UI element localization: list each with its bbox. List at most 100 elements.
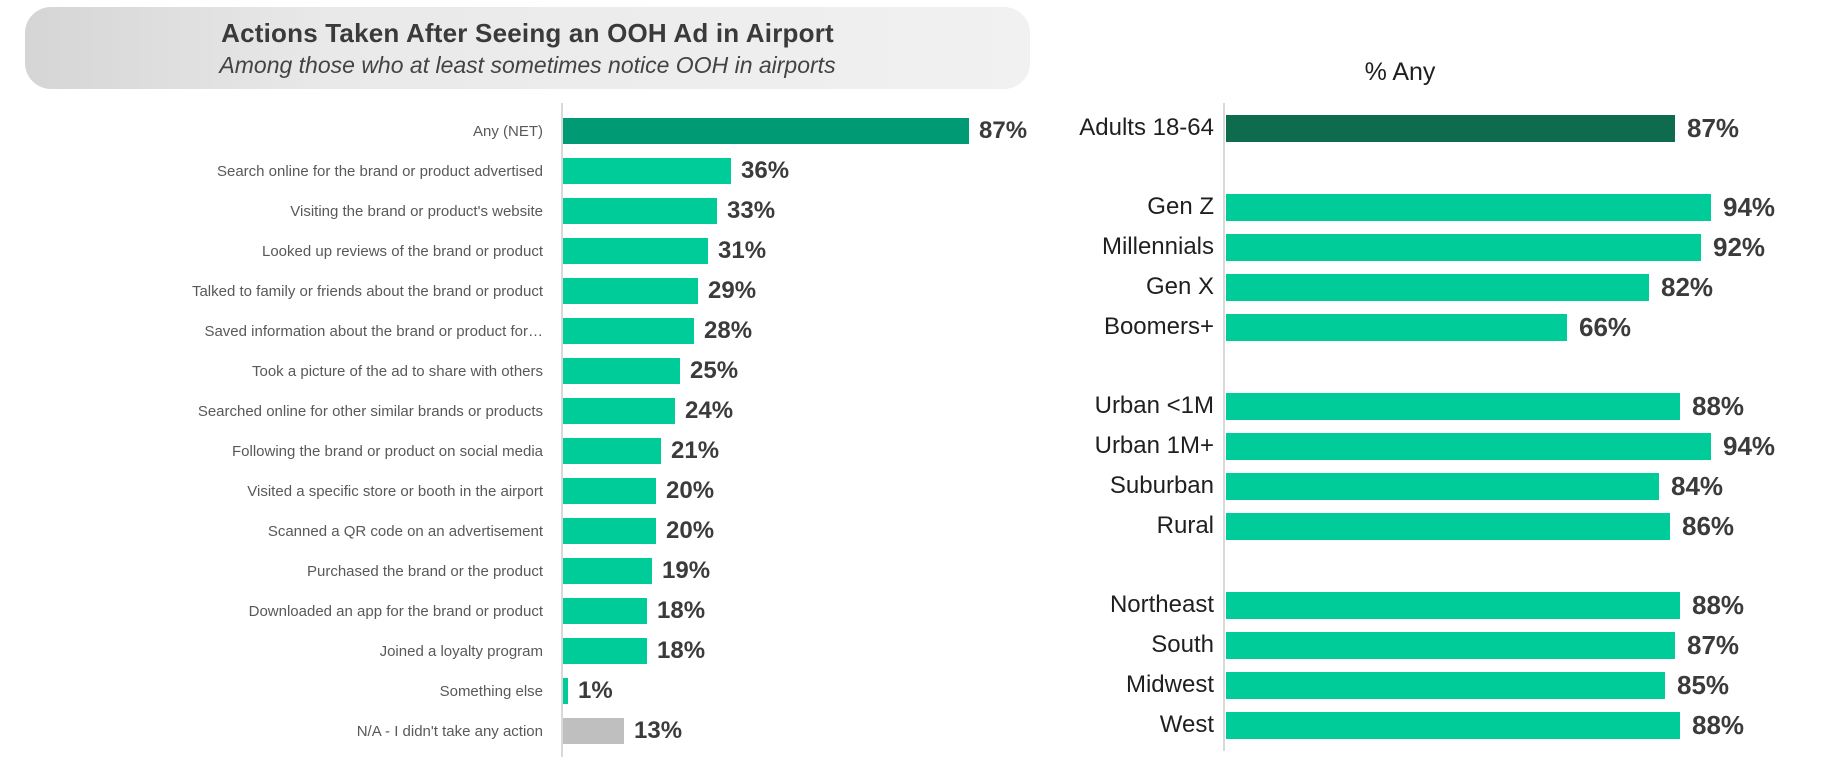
value-label: 66%: [1579, 311, 1632, 342]
bar-area: 87%: [1226, 113, 1830, 144]
bar-area: 94%: [1226, 192, 1830, 223]
bar: [1226, 114, 1675, 142]
value-label: 36%: [741, 157, 790, 184]
value-label: 13%: [634, 717, 683, 744]
chart-row: Gen X 82%: [1040, 267, 1830, 307]
value-label: 92%: [1713, 231, 1766, 262]
chart-row: Northeast 88%: [1040, 585, 1830, 625]
category-label: Search online for the brand or product a…: [216, 162, 543, 180]
chart-row: Gen Z 94%: [1040, 187, 1830, 227]
bar: [563, 438, 661, 464]
value-label: 21%: [671, 437, 720, 464]
bar-area: 86%: [1226, 511, 1830, 542]
chart-row: Following the brand or product on social…: [123, 431, 1123, 471]
bar-area: 21%: [563, 437, 1123, 465]
value-label: 82%: [1661, 271, 1714, 302]
category-label: Searched online for other similar brands…: [197, 402, 543, 420]
group-spacer: [1040, 546, 1830, 585]
bar-area: 33%: [563, 197, 1123, 225]
bar: [563, 158, 731, 184]
value-label: 28%: [704, 317, 753, 344]
chart-row: West 88%: [1040, 705, 1830, 745]
bar: [563, 518, 656, 544]
bar: [563, 238, 708, 264]
category-label: Scanned a QR code on an advertisement: [267, 522, 543, 540]
chart-title: Actions Taken After Seeing an OOH Ad in …: [221, 17, 834, 48]
category-label: Joined a loyalty program: [379, 642, 543, 660]
bar: [1226, 631, 1675, 659]
bar: [1226, 193, 1711, 221]
value-label: 85%: [1677, 669, 1730, 700]
category-label: Adults 18-64: [1079, 114, 1214, 141]
chart-title-banner: Actions Taken After Seeing an OOH Ad in …: [25, 7, 1030, 89]
bar-area: 94%: [1226, 431, 1830, 462]
group-spacer: [1040, 347, 1830, 386]
bar-area: 87%: [1226, 630, 1830, 661]
chart-row: South 87%: [1040, 625, 1830, 665]
right-chart-title: % Any: [1364, 58, 1436, 86]
bar: [563, 118, 969, 144]
bar: [1226, 472, 1659, 500]
category-label: Suburban: [1109, 472, 1214, 499]
actions-bar-chart: Any (NET) 87% Search online for the brand …: [123, 111, 1123, 751]
category-label: Something else: [439, 682, 543, 700]
category-label: Looked up reviews of the brand or produc…: [261, 242, 543, 260]
chart-row: Visiting the brand or product's website 3…: [123, 191, 1123, 231]
value-label: 33%: [727, 197, 776, 224]
category-label: Following the brand or product on social…: [231, 442, 543, 460]
category-label: Purchased the brand or the product: [307, 562, 543, 580]
bar-area: 29%: [563, 277, 1123, 305]
value-label: 94%: [1723, 191, 1776, 222]
category-label: South: [1151, 631, 1214, 658]
bar: [1226, 711, 1680, 739]
bar-area: 88%: [1226, 710, 1830, 741]
bar: [1226, 233, 1701, 261]
category-label: Talked to family or friends about the br…: [191, 282, 543, 300]
bar-area: 87%: [563, 117, 1123, 145]
value-label: 31%: [718, 237, 767, 264]
value-label: 88%: [1692, 589, 1745, 620]
bar-area: 1%: [563, 677, 1123, 705]
bar: [563, 318, 694, 344]
chart-row: Millennials 92%: [1040, 227, 1830, 267]
bar-area: 25%: [563, 357, 1123, 385]
bar-area: 18%: [563, 597, 1123, 625]
value-label: 1%: [578, 677, 613, 704]
bar: [563, 718, 624, 744]
bar-area: 88%: [1226, 391, 1830, 422]
right-chart-axis-line: [1223, 103, 1225, 751]
chart-row: Visited a specific store or booth in the…: [123, 471, 1123, 511]
value-label: 88%: [1692, 709, 1745, 740]
category-label: Took a picture of the ad to share with o…: [252, 362, 543, 380]
bar: [1226, 313, 1567, 341]
chart-row: Rural 86%: [1040, 506, 1830, 546]
bar-area: 20%: [563, 477, 1123, 505]
category-label: Northeast: [1109, 591, 1214, 618]
value-label: 19%: [662, 557, 711, 584]
category-label: Urban <1M: [1094, 392, 1214, 419]
chart-row: Downloaded an app for the brand or produ…: [123, 591, 1123, 631]
category-label: Boomers+: [1103, 313, 1214, 340]
bar: [563, 478, 656, 504]
value-label: 87%: [979, 117, 1028, 144]
value-label: 86%: [1682, 510, 1735, 541]
bar-area: 85%: [1226, 670, 1830, 701]
category-label: Saved information about the brand or pro…: [204, 322, 543, 340]
bar-area: 20%: [563, 517, 1123, 545]
bar-area: 82%: [1226, 272, 1830, 303]
bar: [1226, 671, 1665, 699]
value-label: 88%: [1692, 390, 1745, 421]
bar: [563, 358, 680, 384]
value-label: 24%: [685, 397, 734, 424]
bar-area: 13%: [563, 717, 1123, 745]
bar: [1226, 273, 1649, 301]
chart-row: Suburban 84%: [1040, 466, 1830, 506]
value-label: 20%: [666, 477, 715, 504]
bar-area: 24%: [563, 397, 1123, 425]
bar-area: 19%: [563, 557, 1123, 585]
category-label: Visiting the brand or product's website: [290, 202, 543, 220]
bar: [563, 598, 647, 624]
chart-row: Any (NET) 87%: [123, 111, 1123, 151]
bar: [563, 198, 717, 224]
chart-row: N/A - I didn't take any action 13%: [123, 711, 1123, 751]
